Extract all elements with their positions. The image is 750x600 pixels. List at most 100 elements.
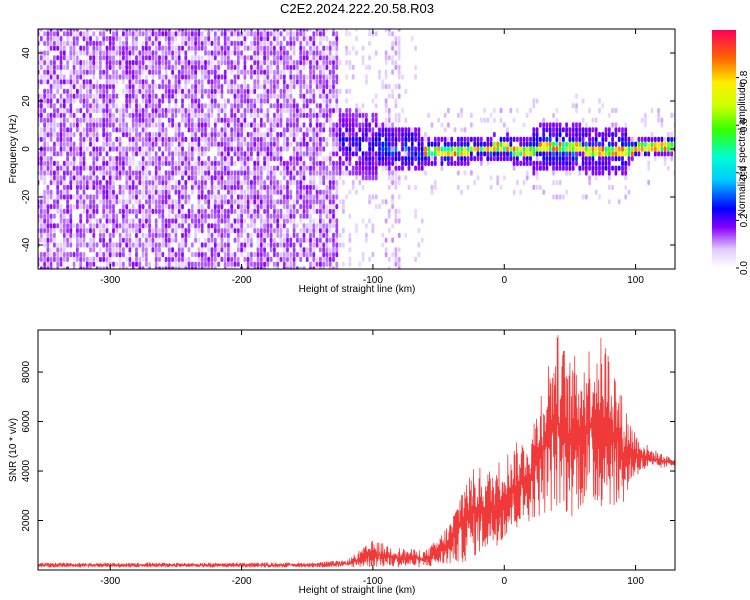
spectrogram-cell	[332, 40, 335, 46]
spectrogram-cell	[282, 93, 286, 99]
spectrogram-cell	[138, 79, 142, 85]
spectrogram-cell	[43, 151, 46, 157]
spectrogram-cell	[410, 132, 414, 138]
spectrogram-cell	[371, 98, 375, 104]
spectrogram-cell	[378, 156, 381, 162]
spectrogram-cell	[483, 151, 486, 157]
spectrogram-cell	[79, 170, 83, 176]
spectrogram-cell	[276, 256, 280, 262]
spectrogram-cell	[108, 93, 112, 99]
spectrogram-cell	[194, 141, 197, 147]
spectrogram-cell	[309, 79, 312, 85]
spectrogram-cell	[210, 84, 214, 90]
spectrogram-cell	[319, 218, 322, 224]
spectrogram-cell	[187, 160, 191, 166]
spectrogram-cell	[233, 228, 237, 234]
spectrogram-cell	[299, 252, 303, 258]
spectrogram-cell	[309, 252, 312, 258]
spectrogram-cell	[384, 237, 388, 243]
spectrogram-cell	[89, 112, 92, 118]
spectrogram-cell	[279, 184, 283, 190]
spectrogram-cell	[190, 218, 194, 224]
spectrogram-cell	[387, 117, 391, 123]
spectrogram-cell	[62, 184, 66, 190]
spectrogram-cell	[177, 31, 181, 37]
spectrogram-cell	[207, 64, 211, 70]
spectrogram-cell	[49, 204, 53, 210]
spectrogram-cell	[315, 60, 319, 66]
spectrogram-cell	[200, 228, 204, 234]
spectrogram-cell	[588, 136, 591, 142]
spectrogram-cell	[256, 122, 260, 128]
spectrogram-cell	[253, 189, 257, 195]
spectrogram-cell	[197, 29, 201, 32]
spectrogram-cell	[499, 156, 503, 162]
spectrogram-cell	[466, 184, 470, 190]
spectrogram-cell	[259, 45, 263, 51]
spectrogram-cell	[72, 117, 76, 123]
spectrogram-cell	[322, 98, 326, 104]
spectrogram-cell	[391, 160, 394, 166]
spectrogram-cell	[253, 122, 257, 128]
spectrogram-cell	[128, 55, 132, 61]
spectrogram-cell	[148, 141, 151, 147]
spectrogram-cell	[200, 213, 204, 219]
spectrogram-cell	[118, 50, 122, 56]
spectrogram-cell	[328, 74, 332, 80]
spectrogram-cell	[53, 199, 56, 205]
spectrogram-cell	[319, 108, 322, 114]
spectrogram-cell	[594, 170, 598, 176]
spectrogram-cell	[158, 122, 161, 128]
spectrogram-cell	[365, 170, 368, 176]
spectrogram-cell	[174, 218, 178, 224]
spectrogram-cell	[118, 256, 122, 262]
spectrogram-cell	[338, 122, 342, 128]
spectrogram-cell	[230, 252, 234, 258]
spectrogram-cell	[427, 151, 431, 157]
spectrogram-cell	[312, 170, 316, 176]
spectrogram-cell	[273, 45, 276, 51]
spectrogram-cell	[391, 55, 394, 61]
spectrogram-cell	[276, 64, 280, 70]
spectrogram-cell	[92, 151, 96, 157]
spectrogram-cell	[72, 40, 76, 46]
spectrogram-cell	[387, 170, 391, 176]
spectrogram-cell	[322, 256, 326, 262]
spectrogram-cell	[69, 213, 73, 219]
spectrogram-cell	[624, 184, 628, 190]
spectrogram-cell	[391, 136, 394, 142]
spectrogram-cell	[305, 40, 309, 46]
spectrogram-cell	[332, 160, 335, 166]
spectrogram-cell	[164, 31, 168, 37]
spectrogram-cell	[259, 232, 263, 238]
spectrogram-cell	[95, 242, 99, 248]
spectrogram-cell	[562, 136, 565, 142]
spectrogram-cell	[227, 122, 230, 128]
spectrogram-cell	[302, 122, 306, 128]
spectrogram-cell	[154, 199, 158, 205]
spectrogram-cell	[259, 266, 263, 269]
spectrogram-cell	[82, 208, 86, 214]
spectrogram-cell	[286, 228, 289, 234]
spectrogram-cell	[171, 266, 174, 269]
spectrogram-cell	[236, 228, 240, 234]
spectrogram-cell	[53, 36, 56, 42]
spectrogram-cell	[62, 247, 66, 253]
spectrogram-cell	[135, 242, 138, 248]
spectrogram-cell	[325, 261, 329, 267]
spectrogram-cell	[525, 151, 529, 157]
spectrogram-cell	[171, 112, 174, 118]
spectrogram-cell	[46, 208, 50, 214]
spectrogram-cell	[660, 136, 664, 142]
spectrogram-cell	[223, 127, 227, 133]
spectrogram-cell	[213, 170, 217, 176]
spectrogram-cell	[273, 213, 276, 219]
spectrogram-cell	[151, 98, 155, 104]
spectrogram-cell	[122, 127, 125, 133]
spectrogram-cell	[601, 103, 605, 109]
spectrogram-cell	[246, 45, 250, 51]
spectrogram-cell	[250, 199, 253, 205]
spectrogram-cell	[177, 266, 181, 269]
spectrogram-cell	[167, 160, 171, 166]
spectrogram-cell	[279, 228, 283, 234]
